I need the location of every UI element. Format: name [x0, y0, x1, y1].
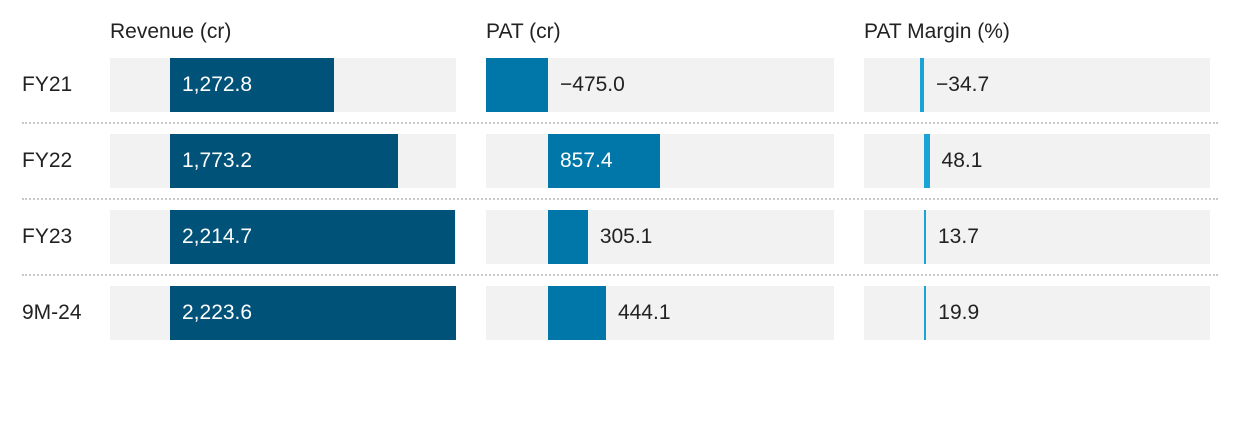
bar-1-9m-24[interactable] [548, 286, 606, 340]
bar-2-fy23[interactable] [924, 210, 926, 264]
row-separator [22, 198, 1218, 200]
row-separator [22, 274, 1218, 276]
bar-track [486, 134, 834, 188]
data-label: −34.7 [936, 73, 990, 96]
bar-track [486, 286, 834, 340]
panel-title-1: PAT (cr) [486, 20, 561, 43]
bar-1-fy21[interactable] [486, 58, 548, 112]
data-label: −475.0 [560, 73, 625, 96]
data-label: 1,773.2 [182, 149, 253, 172]
bar-track [486, 210, 834, 264]
data-label: 13.7 [938, 225, 979, 248]
panel-title-0: Revenue (cr) [110, 20, 232, 43]
data-label: 444.1 [617, 301, 671, 324]
data-label: 19.9 [938, 301, 980, 324]
bar-0-fy23[interactable] [170, 210, 455, 264]
data-label: 1,272.8 [182, 73, 253, 96]
bar-1-fy23[interactable] [548, 210, 588, 264]
data-label: 305.1 [599, 225, 653, 248]
bar-1-fy22[interactable] [548, 134, 660, 188]
row-label-9m-24: 9M-24 [22, 301, 82, 324]
row-separator [22, 122, 1218, 124]
panel-title-2: PAT Margin (%) [864, 20, 1010, 43]
bar-0-fy21[interactable] [170, 58, 334, 112]
data-label: 2,223.6 [182, 301, 253, 324]
row-label-fy21: FY21 [22, 73, 73, 96]
data-label: 48.1 [941, 149, 983, 172]
bar-track [864, 210, 1210, 264]
data-label: 2,214.7 [182, 225, 253, 248]
bar-0-fy22[interactable] [170, 134, 399, 188]
data-label: 857.4 [560, 149, 613, 172]
bar-track [864, 58, 1210, 112]
row-label-fy23: FY23 [22, 225, 73, 248]
bar-0-9m-24[interactable] [170, 286, 456, 340]
row-label-fy22: FY22 [22, 149, 73, 172]
bar-2-9m-24[interactable] [924, 286, 927, 340]
bar-track [864, 286, 1210, 340]
bar-track [864, 134, 1210, 188]
bar-2-fy22[interactable] [924, 134, 930, 188]
bar-2-fy21[interactable] [920, 58, 924, 112]
